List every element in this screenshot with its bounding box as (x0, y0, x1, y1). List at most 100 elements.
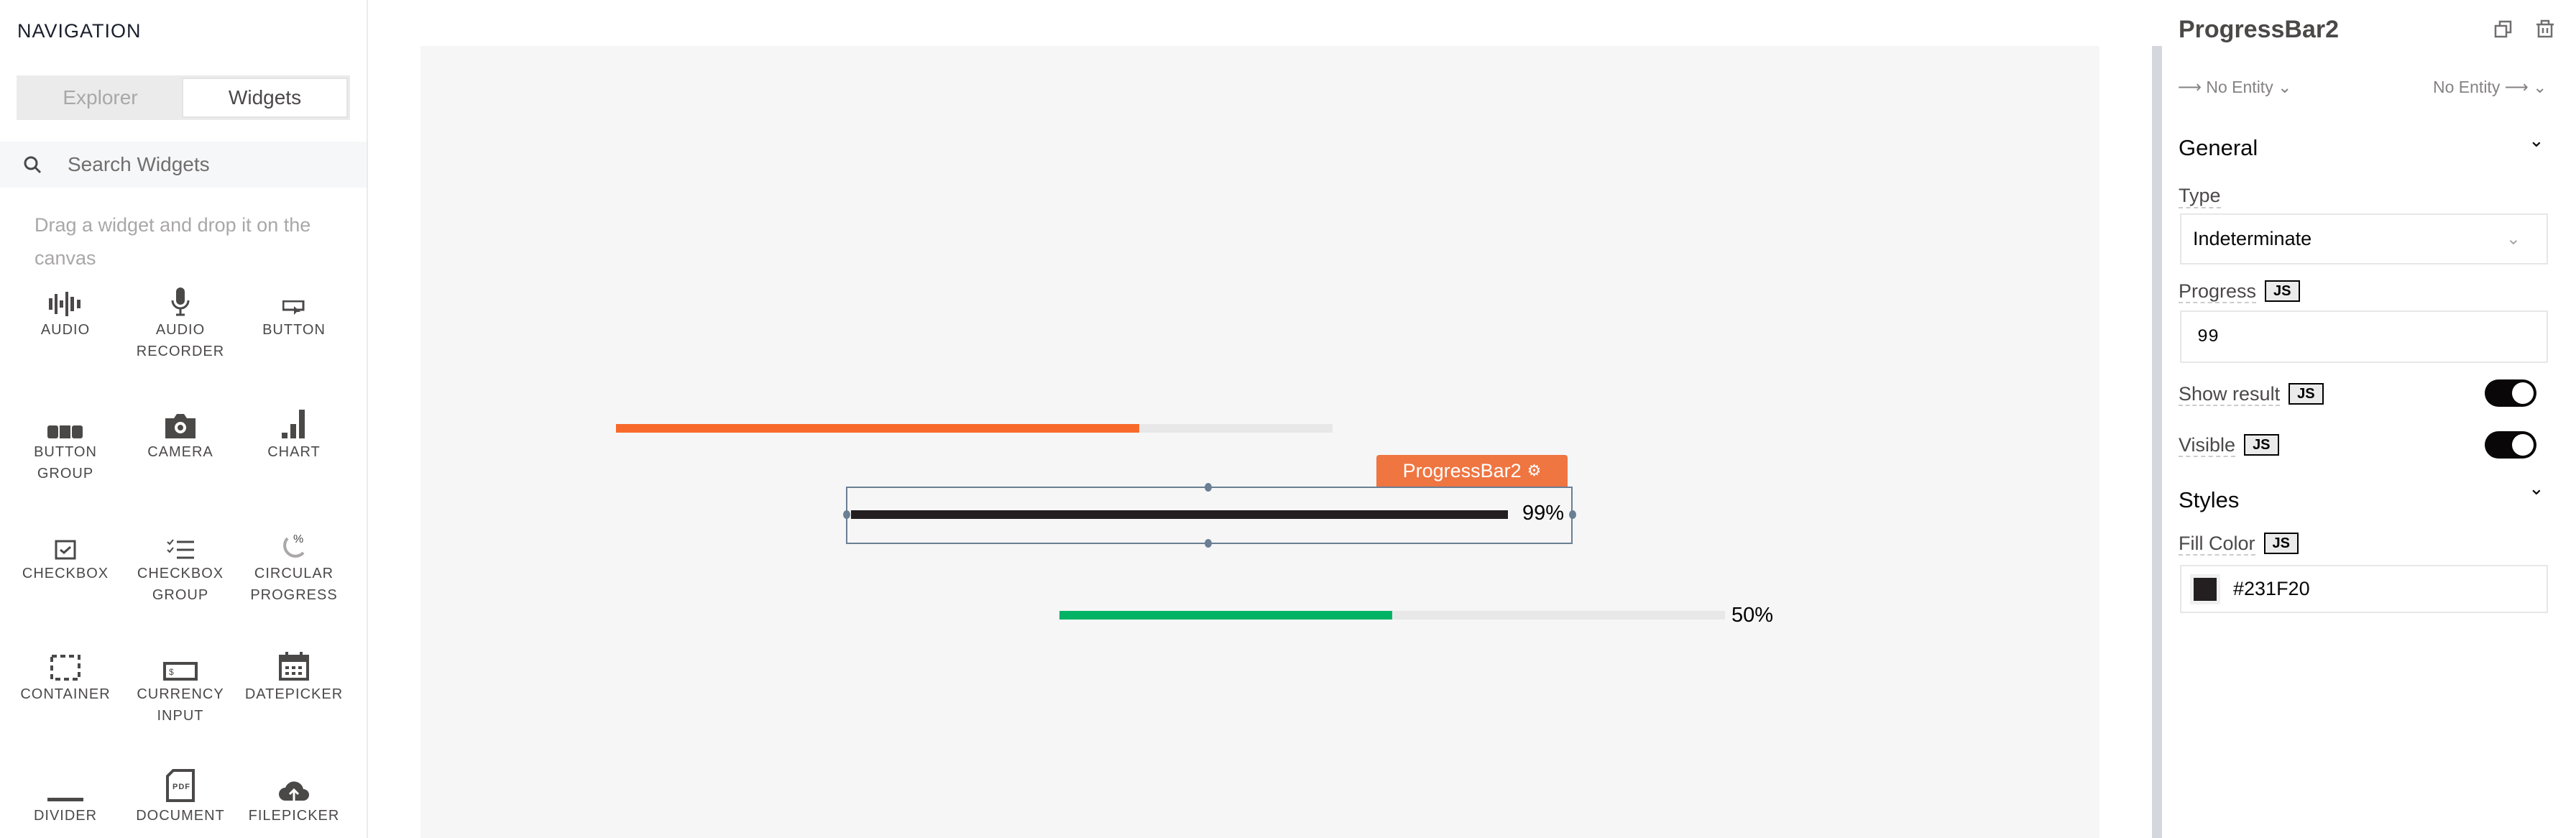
cloud-upload-icon (236, 766, 351, 802)
progress-bar-3[interactable] (1059, 611, 1725, 620)
outgoing-entity-dropdown[interactable]: No Entity ⟶ ⌄ (2433, 78, 2547, 97)
resize-handle-bottom[interactable] (1205, 539, 1212, 548)
visible-toggle[interactable] (2485, 431, 2536, 459)
audio-icon (8, 280, 123, 316)
svg-text:$: $ (169, 667, 175, 677)
type-value: Indeterminate (2193, 228, 2312, 249)
widget-label: AUDIO RECORDER (136, 322, 225, 359)
circular-progress-icon: % (236, 524, 351, 560)
visible-property: Visible JS (2179, 433, 2279, 457)
widget-card-checkbox[interactable]: CHECKBOX (8, 524, 123, 584)
fill-color-input[interactable]: #231F20 (2180, 565, 2548, 613)
js-toggle-button[interactable]: JS (2263, 533, 2299, 554)
arrow-right-icon: ⟶ (2500, 78, 2529, 96)
widget-card-datepicker[interactable]: DATEPICKER (236, 645, 351, 705)
progress-bar-2[interactable] (851, 510, 1514, 519)
widget-card-currency-input[interactable]: $ CURRENCY INPUT (123, 645, 238, 727)
chevron-down-icon[interactable]: ⌄ (2529, 129, 2544, 151)
widget-label: DIVIDER (33, 808, 98, 824)
widget-name-tag[interactable]: ProgressBar2 ⚙ (1376, 455, 1568, 487)
widget-card-checkbox-group[interactable]: CHECKBOX GROUP (123, 524, 238, 606)
widget-label: CHECKBOX GROUP (137, 566, 224, 603)
widget-card-button[interactable]: BUTTON (236, 280, 351, 341)
widget-label: AUDIO (40, 322, 91, 338)
widget-label: CAMERA (147, 444, 213, 460)
chevron-down-icon: ⌄ (2528, 78, 2547, 96)
chart-icon (236, 402, 351, 438)
fill-color-value: #231F20 (2233, 578, 2310, 599)
progress-property: Progress JS (2179, 280, 2300, 303)
section-general[interactable]: General (2179, 135, 2258, 160)
nav-tabs: Explorer Widgets (17, 75, 350, 120)
widget-card-camera[interactable]: CAMERA (123, 402, 238, 463)
widget-label: BUTTON (262, 322, 326, 338)
progress-label: Progress (2179, 280, 2257, 303)
color-swatch[interactable] (2190, 574, 2220, 604)
checklist-icon (123, 524, 238, 560)
progress-bar-1[interactable] (616, 424, 1333, 433)
widget-card-circular-progress[interactable]: % CIRCULAR PROGRESS (236, 524, 351, 606)
svg-text:%: % (293, 533, 304, 545)
button-icon (236, 280, 351, 316)
entity-out-label: No Entity (2433, 78, 2501, 96)
svg-text:PDF: PDF (172, 783, 190, 791)
type-label: Type (2179, 184, 2221, 208)
progress-fill (1059, 611, 1392, 620)
widget-name-label: ProgressBar2 (1402, 459, 1522, 482)
progress-input[interactable]: 99 (2180, 310, 2548, 363)
container-icon (8, 645, 123, 681)
search-placeholder: Search Widgets (68, 153, 210, 175)
show-result-toggle[interactable] (2485, 379, 2536, 407)
js-toggle-button[interactable]: JS (2244, 434, 2279, 456)
widget-card-divider[interactable]: DIVIDER (8, 766, 123, 827)
arrow-right-icon: ⟶ (2178, 78, 2207, 96)
copy-icon[interactable] (2494, 20, 2513, 39)
checkbox-icon (8, 524, 123, 560)
section-styles[interactable]: Styles (2179, 487, 2240, 512)
js-toggle-button[interactable]: JS (2288, 383, 2324, 405)
resize-handle-top[interactable] (1205, 483, 1212, 492)
currency-input-icon: $ (123, 645, 238, 681)
fill-color-label: Fill Color (2179, 533, 2255, 556)
widget-label: DOCUMENT (136, 808, 225, 824)
fill-color-property: Fill Color JS (2179, 532, 2299, 556)
js-toggle-button[interactable]: JS (2265, 280, 2300, 302)
progress-value-label: 50% (1731, 604, 1774, 627)
widget-card-audio[interactable]: AUDIO (8, 280, 123, 341)
widget-label: CIRCULAR PROGRESS (250, 566, 338, 603)
button-group-icon (8, 402, 123, 438)
search-widgets-input[interactable]: Search Widgets (0, 142, 367, 188)
tab-widgets[interactable]: Widgets (182, 78, 348, 118)
canvas-scrollbar[interactable] (2152, 46, 2162, 838)
resize-handle-left[interactable] (843, 510, 850, 519)
tab-explorer[interactable]: Explorer (63, 86, 138, 109)
settings-icon: ⚙ (1527, 461, 1542, 479)
drag-hint: Drag a widget and drop it on the canvas (34, 214, 311, 269)
widget-card-container[interactable]: CONTAINER (8, 645, 123, 705)
widget-label: DATEPICKER (244, 686, 344, 702)
chevron-down-icon[interactable]: ⌄ (2529, 477, 2544, 499)
widget-card-filepicker[interactable]: FILEPICKER (236, 766, 351, 827)
pdf-document-icon: PDF (123, 766, 238, 802)
widget-title[interactable]: ProgressBar2 (2179, 16, 2340, 43)
chevron-down-icon: ⌄ (2273, 78, 2292, 96)
progress-fill (616, 424, 1139, 433)
microphone-icon (123, 280, 238, 316)
canvas (420, 46, 2099, 838)
camera-icon (123, 402, 238, 438)
type-select[interactable]: Indeterminate ⌄ (2180, 213, 2548, 264)
calendar-icon (236, 645, 351, 681)
widget-label: CURRENCY INPUT (137, 686, 224, 724)
widget-card-button-group[interactable]: BUTTON GROUP (8, 402, 123, 484)
incoming-entity-dropdown[interactable]: ⟶ No Entity ⌄ (2178, 78, 2291, 97)
delete-icon[interactable] (2535, 19, 2555, 39)
widget-card-chart[interactable]: CHART (236, 402, 351, 463)
widget-card-audio-recorder[interactable]: AUDIO RECORDER (123, 280, 238, 362)
show-result-property: Show result JS (2179, 382, 2324, 406)
widget-card-document[interactable]: PDF DOCUMENT (123, 766, 238, 827)
widget-label: CHECKBOX (22, 566, 109, 581)
widget-label: FILEPICKER (248, 808, 340, 824)
resize-handle-right[interactable] (1569, 510, 1576, 519)
show-result-label: Show result (2179, 383, 2281, 406)
search-icon (24, 156, 42, 174)
